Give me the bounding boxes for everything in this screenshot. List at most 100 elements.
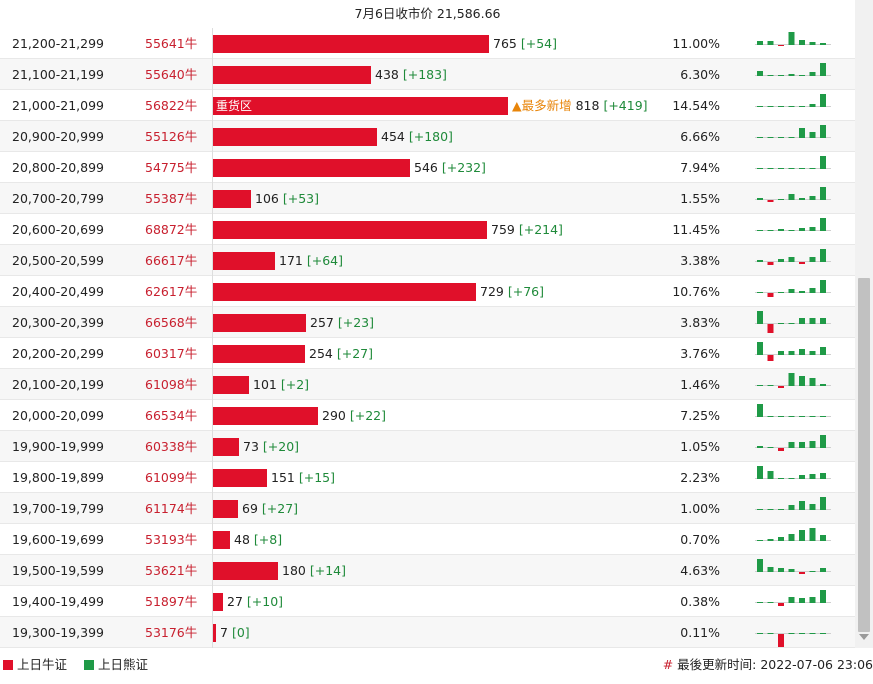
history-sparkline	[755, 125, 831, 138]
strike-range: 20,300-20,399	[12, 315, 104, 330]
sparkline-bar	[778, 137, 784, 138]
sparkline-bar	[778, 259, 784, 262]
bull-bear-table: 21,200-21,299 55641牛 765 [+54] 11.00% 21,100…	[0, 28, 855, 648]
table-row[interactable]: 20,300-20,399 66568牛 257 [+23] 3.83%	[0, 307, 855, 338]
percentage: 6.66%	[680, 129, 720, 144]
strike-range: 19,800-19,899	[12, 470, 104, 485]
value-change: [+183]	[402, 67, 447, 82]
sparkline-bar	[757, 509, 763, 510]
percentage: 3.76%	[680, 346, 720, 361]
table-row[interactable]: 19,300-19,399 53176牛 7 [0] 0.11%	[0, 617, 855, 648]
quantity-bar	[213, 531, 230, 549]
sparkline-bar	[767, 41, 774, 45]
scroll-down-arrow-icon[interactable]	[859, 634, 869, 640]
value-change: [+2]	[280, 377, 310, 392]
table-row[interactable]: 19,600-19,699 53193牛 48 [+8] 0.70%	[0, 524, 855, 555]
quantity-value: 171 [+64]	[279, 245, 343, 276]
history-sparkline	[755, 633, 831, 647]
quantity-value: ▲最多新增 818 [+419]	[512, 90, 648, 121]
table-row[interactable]: 19,900-19,999 60338牛 73 [+20] 1.05%	[0, 431, 855, 462]
last-updated: # 最後更新时间: 2022-07-06 23:06	[663, 654, 873, 676]
sparkline-bar	[767, 106, 774, 107]
sparkline-bar	[799, 291, 805, 293]
sparkline-bar	[799, 198, 805, 200]
table-row[interactable]: 20,400-20,499 62617牛 729 [+76] 10.76%	[0, 276, 855, 307]
legend-item-bull: 上日牛证	[0, 654, 67, 676]
table-row[interactable]: 19,500-19,599 53621牛 180 [+14] 4.63%	[0, 555, 855, 586]
table-row[interactable]: 20,900-20,999 55126牛 454 [+180] 6.66%	[0, 121, 855, 152]
sparkline-bar	[820, 633, 826, 634]
sparkline-bar	[809, 132, 816, 138]
quantity-bar	[213, 624, 216, 642]
table-row[interactable]: 20,600-20,699 68872牛 759 [+214] 11.45%	[0, 214, 855, 245]
table-row[interactable]: 19,800-19,899 61099牛 151 [+15] 2.23%	[0, 462, 855, 493]
percentage: 0.38%	[680, 594, 720, 609]
quantity-value: 438 [+183]	[375, 59, 447, 90]
table-row[interactable]: 20,100-20,199 61098牛 101 [+2] 1.46%	[0, 369, 855, 400]
sparkline-bar	[820, 156, 826, 169]
table-row[interactable]: 20,200-20,299 60317牛 254 [+27] 3.76%	[0, 338, 855, 369]
sparkline-bar	[820, 318, 826, 324]
value-change: [+54]	[520, 36, 557, 51]
strike-range: 20,000-20,099	[12, 408, 104, 423]
value-number: 729	[480, 284, 508, 299]
value-change: [+27]	[336, 346, 373, 361]
sparkline-bar	[799, 262, 805, 264]
sparkline-bar	[820, 94, 826, 107]
history-sparkline	[755, 311, 831, 333]
sparkline-bar	[778, 75, 784, 76]
strike-range: 20,200-20,299	[12, 346, 104, 361]
history-sparkline	[755, 32, 831, 46]
sparkline-bar	[788, 597, 795, 603]
sparkline-bar	[820, 347, 826, 355]
table-row[interactable]: 21,200-21,299 55641牛 765 [+54] 11.00%	[0, 28, 855, 59]
table-row[interactable]: 19,700-19,799 61174牛 69 [+27] 1.00%	[0, 493, 855, 524]
sparkline-bar	[799, 40, 805, 45]
scrollbar[interactable]	[855, 0, 873, 648]
table-row[interactable]: 20,000-20,099 66534牛 290 [+22] 7.25%	[0, 400, 855, 431]
sparkline-bar	[820, 590, 826, 603]
most-added-flag: ▲最多新增	[512, 98, 576, 113]
quantity-bar	[213, 500, 238, 518]
sparkline-bar	[799, 416, 805, 417]
table-row[interactable]: 20,700-20,799 55387牛 106 [+53] 1.55%	[0, 183, 855, 214]
percentage: 0.70%	[680, 532, 720, 547]
sparkline-bar	[778, 634, 784, 647]
sparkline-bar	[767, 447, 774, 448]
value-number: 180	[282, 563, 310, 578]
sparkline-bar	[788, 478, 795, 479]
table-row[interactable]: 21,000-21,099 56822牛 重货区 ▲最多新增 818 [+419] 14…	[0, 90, 855, 121]
sparkline-bar	[778, 448, 784, 451]
value-number: 151	[271, 470, 299, 485]
scroll-thumb[interactable]	[858, 278, 870, 632]
sparkline-bar	[809, 633, 816, 634]
quantity-bar: 重货区	[213, 97, 508, 115]
table-row[interactable]: 21,100-21,199 55640牛 438 [+183] 6.30%	[0, 59, 855, 90]
table-row[interactable]: 19,400-19,499 51897牛 27 [+10] 0.38%	[0, 586, 855, 617]
value-number: 765	[493, 36, 521, 51]
table-row[interactable]: 20,500-20,599 66617牛 171 [+64] 3.38%	[0, 245, 855, 276]
history-sparkline	[755, 373, 831, 388]
strike-range: 20,700-20,799	[12, 191, 104, 206]
percentage: 10.76%	[672, 284, 720, 299]
sparkline-bar	[788, 194, 795, 200]
sparkline-bar	[757, 342, 763, 355]
sparkline-bar	[820, 384, 826, 386]
bar-cell: 454 [+180]	[212, 121, 653, 152]
percentage: 0.11%	[680, 625, 720, 640]
value-change: [+8]	[253, 532, 283, 547]
sparkline-bar	[820, 416, 826, 417]
value-change: [+180]	[408, 129, 453, 144]
quantity-value: 180 [+14]	[282, 555, 346, 586]
sparkline-bar	[778, 45, 784, 46]
sparkline-bar	[778, 416, 784, 417]
sparkline-bar	[757, 137, 763, 138]
bar-cell: 257 [+23]	[212, 307, 653, 338]
bull-swatch-icon	[3, 660, 13, 670]
value-number: 48	[234, 532, 254, 547]
quantity-value: 765 [+54]	[493, 28, 557, 59]
table-row[interactable]: 20,800-20,899 54775牛 546 [+232] 7.94%	[0, 152, 855, 183]
percentage: 11.45%	[672, 222, 720, 237]
quantity-bar	[213, 66, 371, 84]
strike-range: 19,600-19,699	[12, 532, 104, 547]
